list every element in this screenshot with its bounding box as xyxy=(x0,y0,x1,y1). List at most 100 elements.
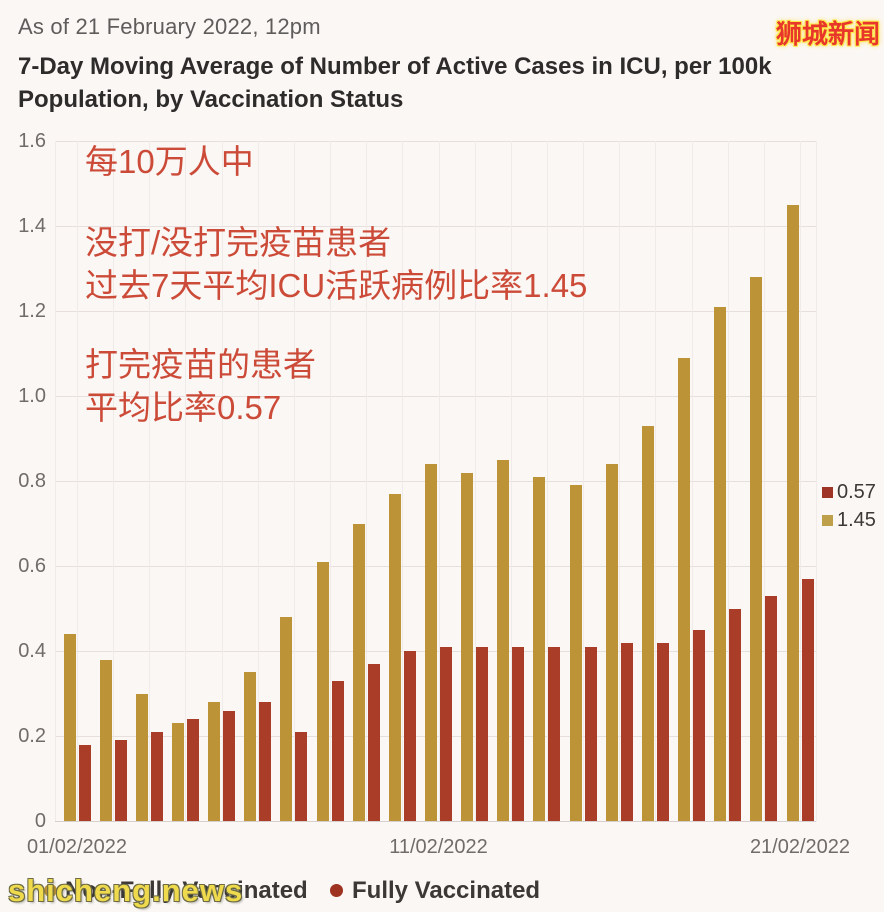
bar-fully-vaccinated xyxy=(440,646,452,821)
bar-fully-vaccinated xyxy=(78,744,91,821)
bar-non-fully-vaccinated xyxy=(750,277,763,821)
y-axis-tick-label: 1.6 xyxy=(18,130,46,152)
series-legend: Non-Fully Vaccinated Fully Vaccinated xyxy=(0,874,884,908)
bar-non-fully-vaccinated xyxy=(641,425,654,821)
annotation-per-100k: 每10万人中 xyxy=(85,143,254,180)
bar-non-fully-vaccinated xyxy=(497,459,510,821)
x-gridline xyxy=(546,141,548,821)
bar-fully-vaccinated xyxy=(693,629,706,821)
chart-title-line2: Population, by Vaccination Status xyxy=(18,86,404,113)
bar-non-fully-vaccinated xyxy=(714,306,727,821)
y-gridline xyxy=(55,226,816,227)
bar-non-fully-vaccinated xyxy=(461,472,474,821)
bar-non-fully-vaccinated xyxy=(63,634,76,821)
x-axis-tick-label: 21/02/2022 xyxy=(749,836,851,858)
bar-non-fully-vaccinated xyxy=(135,693,148,821)
bar-fully-vaccinated xyxy=(186,719,199,821)
y-gridline xyxy=(55,821,816,822)
bar-fully-vaccinated xyxy=(584,646,597,821)
value-legend-nonfully-value: 1.45 xyxy=(837,508,876,531)
x-gridline xyxy=(185,141,187,821)
bar-non-fully-vaccinated xyxy=(569,485,582,821)
annotation-vaccinated: 打完疫苗的患者 平均比率0.57 xyxy=(85,343,316,429)
bar-non-fully-vaccinated xyxy=(208,702,221,821)
annotation-vax-line2: 平均比率0.57 xyxy=(85,389,282,426)
as-of-date: As of 21 February 2022, 12pm xyxy=(18,14,321,39)
y-axis-tick-label: 1.0 xyxy=(18,385,46,407)
bar-non-fully-vaccinated xyxy=(678,357,691,821)
legend-dot-fully-icon xyxy=(330,884,343,897)
value-legend-row-nonfully: 1.45 xyxy=(822,506,876,534)
y-gridline xyxy=(55,311,816,312)
bar-fully-vaccinated xyxy=(403,651,416,821)
x-gridline xyxy=(221,141,223,821)
bar-non-fully-vaccinated xyxy=(352,523,365,821)
legend-square-gold-icon xyxy=(822,514,833,526)
bar-fully-vaccinated xyxy=(259,702,272,821)
legend-label-non-fully: Non-Fully Vaccinated xyxy=(65,877,308,904)
bar-non-fully-vaccinated xyxy=(533,476,546,821)
x-gridline xyxy=(149,141,151,821)
x-gridline xyxy=(655,141,657,821)
x-gridline xyxy=(619,141,621,821)
y-axis-tick-label: 0.6 xyxy=(18,555,46,577)
bar-fully-vaccinated xyxy=(656,642,669,821)
legend-label-fully: Fully Vaccinated xyxy=(352,877,541,904)
y-axis-tick-label: 0 xyxy=(34,810,46,832)
x-gridline xyxy=(330,141,332,821)
x-gridline xyxy=(438,141,440,821)
annotation-vax-line1: 打完疫苗的患者 xyxy=(85,346,316,383)
bar-non-fully-vaccinated xyxy=(388,493,401,821)
y-axis-tick-label: 0.2 xyxy=(18,725,46,747)
x-gridline xyxy=(474,141,476,821)
x-gridline xyxy=(510,141,512,821)
bar-non-fully-vaccinated xyxy=(244,672,257,821)
x-gridline xyxy=(800,141,801,821)
annotation-non-vaccinated: 没打/没打完疫苗患者 过去7天平均ICU活跃病例比率1.45 xyxy=(85,221,587,307)
legend-square-red-icon xyxy=(822,486,833,498)
bar-fully-vaccinated xyxy=(331,680,344,821)
y-axis-tick-label: 0.8 xyxy=(18,470,46,492)
value-legend: 0.57 1.45 xyxy=(822,478,876,534)
annotation-nonvax-line1: 没打/没打完疫苗患者 xyxy=(85,224,392,261)
y-axis-tick-label: 0.4 xyxy=(18,640,46,662)
bar-non-fully-vaccinated xyxy=(425,464,437,821)
bar-fully-vaccinated xyxy=(223,710,236,821)
bar-non-fully-vaccinated xyxy=(280,617,293,821)
bar-fully-vaccinated xyxy=(295,731,308,821)
x-axis-tick-label: 01/02/2022 xyxy=(26,836,128,858)
x-gridline xyxy=(583,141,585,821)
bar-fully-vaccinated xyxy=(367,663,380,821)
y-gridline xyxy=(55,396,816,397)
bar-fully-vaccinated xyxy=(620,642,633,821)
x-gridline xyxy=(727,141,729,821)
x-gridline xyxy=(366,141,368,821)
plot-area xyxy=(55,141,817,822)
x-gridline xyxy=(77,141,78,821)
x-gridline xyxy=(402,141,404,821)
bar-non-fully-vaccinated xyxy=(786,204,799,821)
bar-fully-vaccinated xyxy=(512,646,525,821)
bar-non-fully-vaccinated xyxy=(171,723,184,821)
bar-non-fully-vaccinated xyxy=(605,464,618,821)
bar-fully-vaccinated xyxy=(150,731,163,821)
y-axis-tick-label: 1.2 xyxy=(18,300,46,322)
value-legend-row-fully: 0.57 xyxy=(822,478,876,506)
x-gridline xyxy=(257,141,259,821)
x-gridline xyxy=(113,141,115,821)
x-gridline xyxy=(293,141,295,821)
y-gridline xyxy=(55,141,816,142)
chart-title: 7-Day Moving Average of Number of Active… xyxy=(18,50,858,116)
legend-dot-non-fully-icon xyxy=(44,884,57,897)
value-legend-fully-value: 0.57 xyxy=(837,480,876,503)
bar-fully-vaccinated xyxy=(114,740,127,821)
x-axis-tick-label: 11/02/2022 xyxy=(389,836,488,858)
plot-border xyxy=(816,141,817,821)
bar-fully-vaccinated xyxy=(548,646,561,821)
bar-non-fully-vaccinated xyxy=(316,561,329,821)
bar-non-fully-vaccinated xyxy=(99,659,112,821)
x-gridline xyxy=(763,141,765,821)
y-axis-tick-label: 1.4 xyxy=(18,215,46,237)
bar-fully-vaccinated xyxy=(476,646,489,821)
